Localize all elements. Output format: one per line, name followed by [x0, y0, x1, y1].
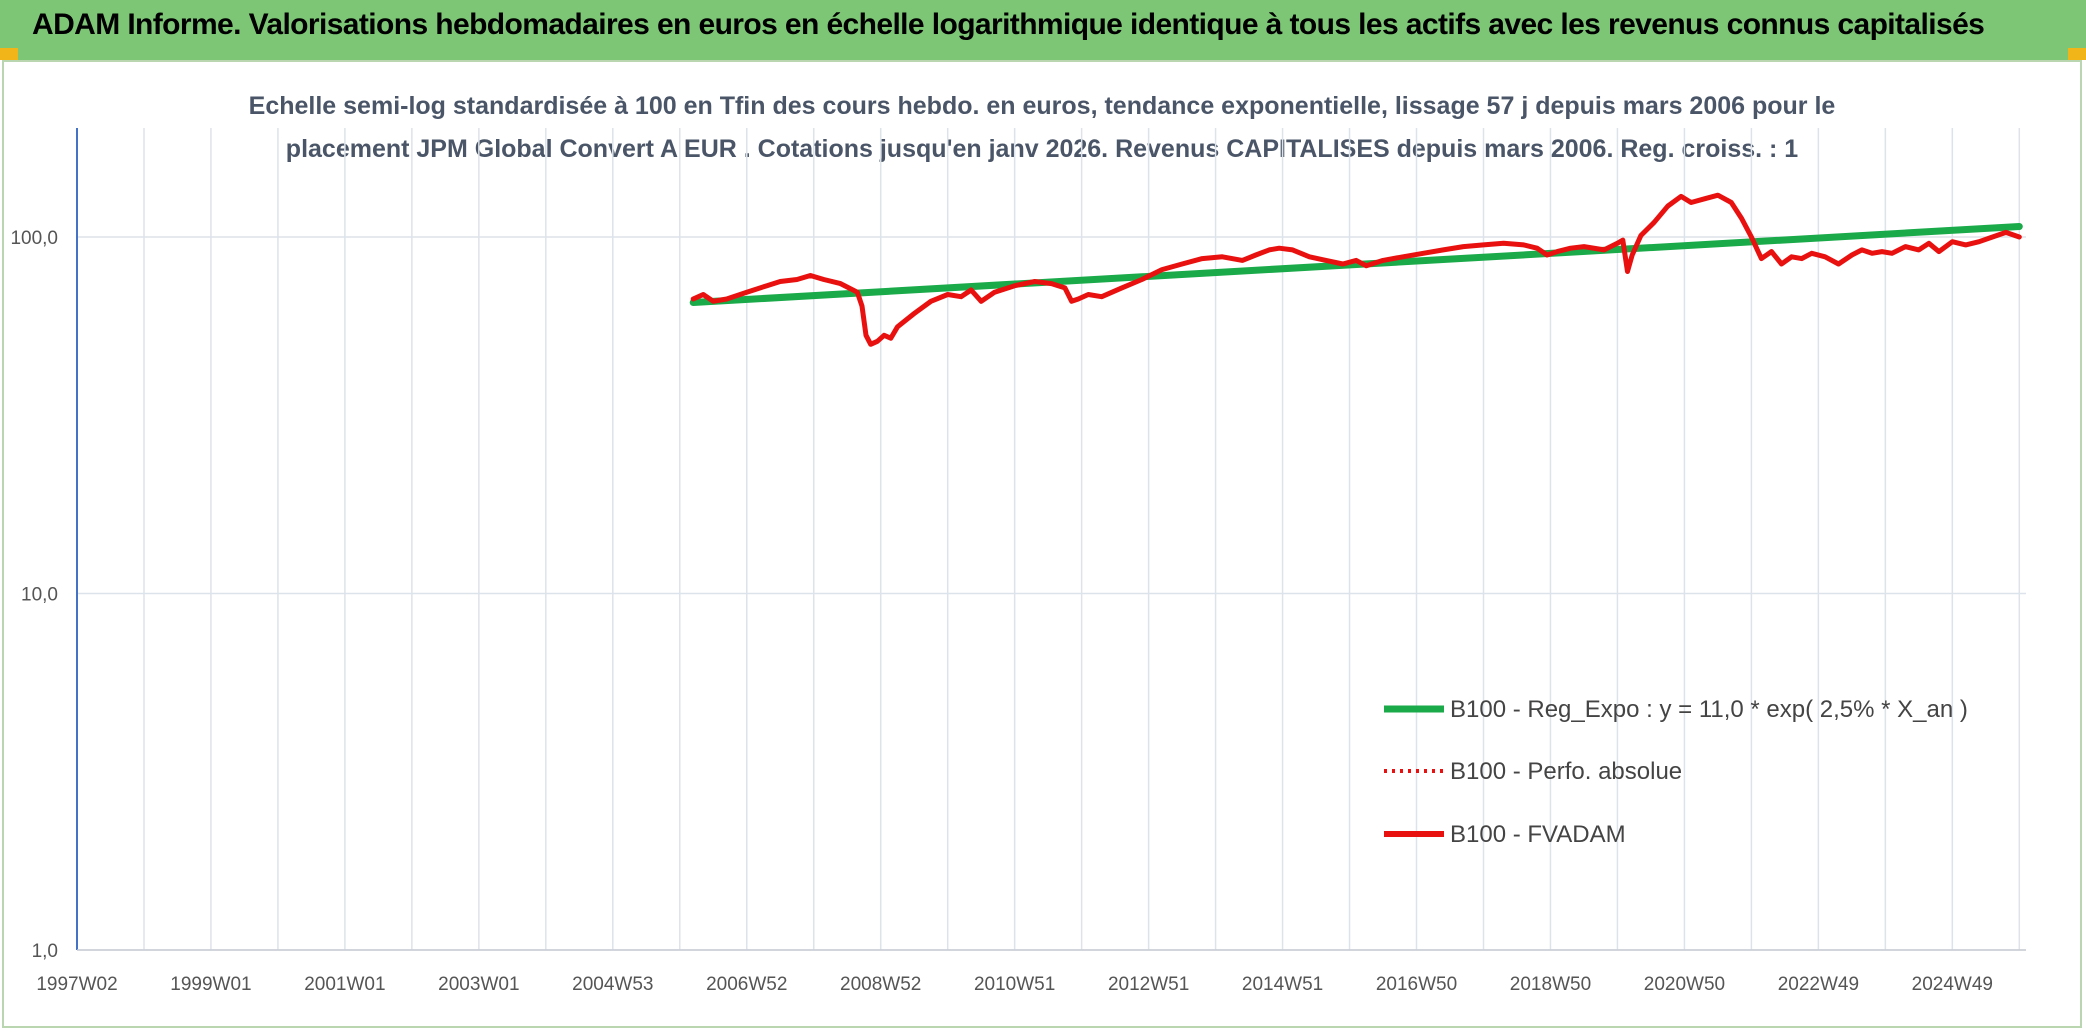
chart-title-line-2: placement JPM Global Convert A EUR . Cot…	[286, 135, 1798, 163]
x-tick-label: 1999W01	[170, 974, 251, 995]
x-tick-label: 2020W50	[1644, 974, 1725, 995]
x-tick-label: 2018W50	[1510, 974, 1591, 995]
x-tick-label: 2003W01	[438, 974, 519, 995]
y-tick-label: 100,0	[10, 228, 58, 249]
series-line-fvadam	[690, 192, 2022, 347]
chart-title-line-1: Echelle semi-log standardisée à 100 en T…	[249, 92, 1836, 120]
corner-marker-left	[0, 48, 18, 60]
chart-frame	[2, 60, 2082, 1028]
x-tick-label: 2001W01	[304, 974, 385, 995]
x-tick-label: 2022W49	[1778, 974, 1859, 995]
page-title: ADAM Informe. Valorisations hebdomadaire…	[32, 8, 1985, 41]
x-tick-label: 2014W51	[1242, 974, 1323, 995]
header-bar	[0, 0, 2086, 60]
x-tick-label: 2006W52	[706, 974, 787, 995]
y-tick-label: 10,0	[21, 585, 58, 606]
x-tick-label: 2008W52	[840, 974, 921, 995]
y-tick-label: 1,0	[32, 941, 58, 962]
x-tick-label: 2004W53	[572, 974, 653, 995]
x-tick-label: 2016W50	[1376, 974, 1457, 995]
legend-label: B100 - Perfo. absolue	[1450, 758, 1682, 785]
x-tick-label: 2010W51	[974, 974, 1055, 995]
corner-marker-right	[2068, 48, 2086, 60]
x-tick-label: 2012W51	[1108, 974, 1189, 995]
x-tick-label: 2024W49	[1912, 974, 1993, 995]
series-line-reg-expo	[689, 223, 2023, 306]
legend-label: B100 - FVADAM	[1450, 821, 1626, 848]
x-tick-label: 1997W02	[36, 974, 117, 995]
legend-label: B100 - Reg_Expo : y = 11,0 * exp( 2,5% *…	[1450, 696, 1968, 723]
